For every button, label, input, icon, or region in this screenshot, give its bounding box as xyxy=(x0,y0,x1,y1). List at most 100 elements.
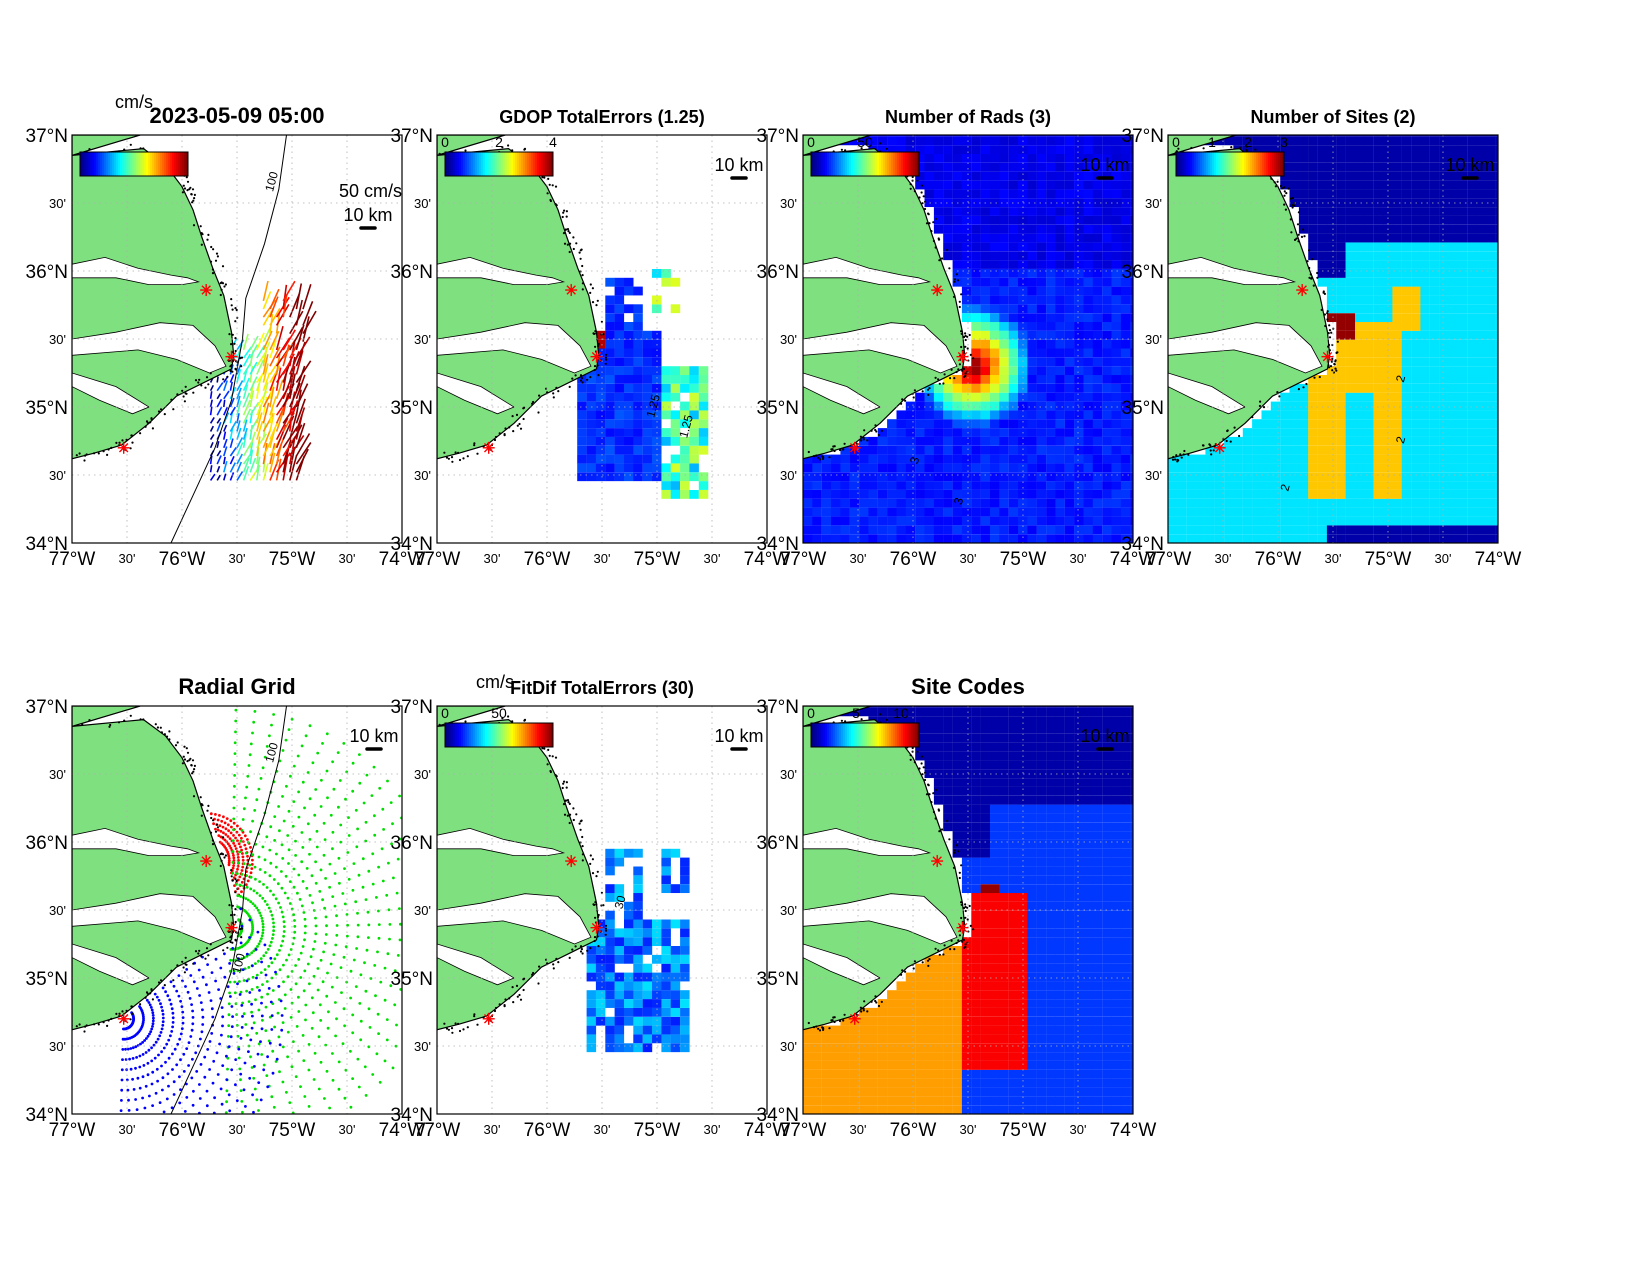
data-cell xyxy=(1130,366,1133,376)
radial-grid-point xyxy=(269,825,273,829)
data-cell xyxy=(1317,269,1328,278)
coast-dot xyxy=(928,222,931,225)
data-cell xyxy=(1298,525,1309,535)
data-cell xyxy=(1083,498,1093,508)
data-cell xyxy=(1317,135,1328,137)
data-cell xyxy=(1336,472,1346,482)
data-cell xyxy=(1485,445,1496,455)
radial-grid-point xyxy=(326,796,329,800)
data-cell xyxy=(1242,481,1253,490)
data-cell xyxy=(1196,525,1206,535)
data-cell xyxy=(1355,428,1365,437)
data-cell xyxy=(1439,207,1449,216)
radial-grid-point xyxy=(240,829,244,832)
data-cell xyxy=(1083,445,1093,455)
data-cell xyxy=(1345,277,1356,287)
colorbar-segment xyxy=(897,152,900,176)
radial-grid-point xyxy=(240,1026,244,1029)
site-marker-icon xyxy=(565,284,578,297)
data-cell xyxy=(1364,260,1374,269)
data-cell xyxy=(990,313,1000,323)
colorbar-segment xyxy=(1212,152,1215,176)
data-cell xyxy=(1420,498,1430,508)
data-cell xyxy=(1102,339,1112,349)
data-cell xyxy=(1448,304,1458,314)
radial-grid-point xyxy=(329,813,333,817)
colorbar-segment xyxy=(1262,152,1265,176)
current-vector xyxy=(236,387,242,400)
coast-dot xyxy=(209,260,213,263)
colorbar-segment xyxy=(122,152,125,176)
radial-grid-point xyxy=(389,801,393,804)
data-cell xyxy=(1280,436,1290,446)
data-cell xyxy=(1111,277,1121,287)
radial-grid-point xyxy=(310,874,314,878)
sound-water xyxy=(437,322,592,374)
data-cell xyxy=(1261,410,1271,420)
data-cell xyxy=(1177,490,1187,499)
data-cell xyxy=(1355,304,1365,314)
data-cell xyxy=(1467,454,1477,464)
data-cell xyxy=(1027,269,1037,278)
data-cell xyxy=(1298,445,1309,455)
coast-dot xyxy=(231,308,234,311)
coast-dot xyxy=(191,188,195,191)
data-cell xyxy=(1027,357,1037,367)
data-cell xyxy=(1055,348,1065,358)
data-cell xyxy=(840,445,850,455)
radial-grid-point xyxy=(307,1105,311,1108)
site-marker-icon xyxy=(200,284,213,297)
data-cell xyxy=(1008,171,1019,181)
data-cell xyxy=(1308,454,1318,464)
data-cell xyxy=(1476,136,1486,146)
data-cell xyxy=(1018,490,1028,499)
data-cell xyxy=(1111,401,1121,411)
data-cell xyxy=(1261,507,1271,517)
data-cell xyxy=(1111,224,1121,234)
current-vector xyxy=(223,399,226,408)
radial-grid-point xyxy=(172,1093,176,1096)
data-cell xyxy=(1495,454,1498,464)
data-cell xyxy=(803,525,813,535)
data-cell xyxy=(1074,383,1084,393)
data-cell xyxy=(1008,145,1019,155)
data-cell xyxy=(1485,207,1496,216)
colorbar-segment xyxy=(92,152,95,176)
radial-grid-point xyxy=(377,936,381,940)
data-cell xyxy=(1270,498,1281,508)
site-marker-icon xyxy=(1296,284,1309,297)
data-cell xyxy=(1270,436,1281,446)
data-cell xyxy=(1411,171,1421,181)
coast-dot xyxy=(948,267,951,270)
data-cell xyxy=(1345,490,1356,499)
data-cell xyxy=(1261,436,1271,446)
data-cell xyxy=(999,375,1009,384)
panel-title: Number of Rads (3) xyxy=(885,107,1051,127)
data-cell xyxy=(1439,322,1449,331)
data-cell xyxy=(971,304,981,314)
data-cell xyxy=(1092,136,1103,146)
data-cell xyxy=(1485,189,1496,199)
radial-grid-point xyxy=(245,885,249,889)
data-cell xyxy=(943,136,953,146)
data-cell xyxy=(1392,277,1402,287)
data-cell xyxy=(1485,428,1496,437)
radial-grid-point xyxy=(242,1012,246,1016)
coast-dot xyxy=(591,287,595,290)
data-cell xyxy=(1326,507,1337,517)
radial-grid-point xyxy=(241,865,245,869)
data-cell xyxy=(1467,242,1477,252)
data-cell xyxy=(905,135,916,137)
radial-grid-point xyxy=(253,710,257,713)
data-cell xyxy=(1411,348,1421,358)
data-cell xyxy=(952,207,963,216)
data-cell xyxy=(1439,330,1449,340)
data-cell xyxy=(1336,189,1346,199)
coast-dot xyxy=(183,400,186,403)
data-cell xyxy=(595,339,606,349)
data-cell xyxy=(1355,507,1365,517)
radial-grid-point xyxy=(240,1100,244,1103)
data-cell xyxy=(1064,233,1075,243)
data-cell xyxy=(999,498,1009,508)
colorbar-segment xyxy=(545,152,548,176)
